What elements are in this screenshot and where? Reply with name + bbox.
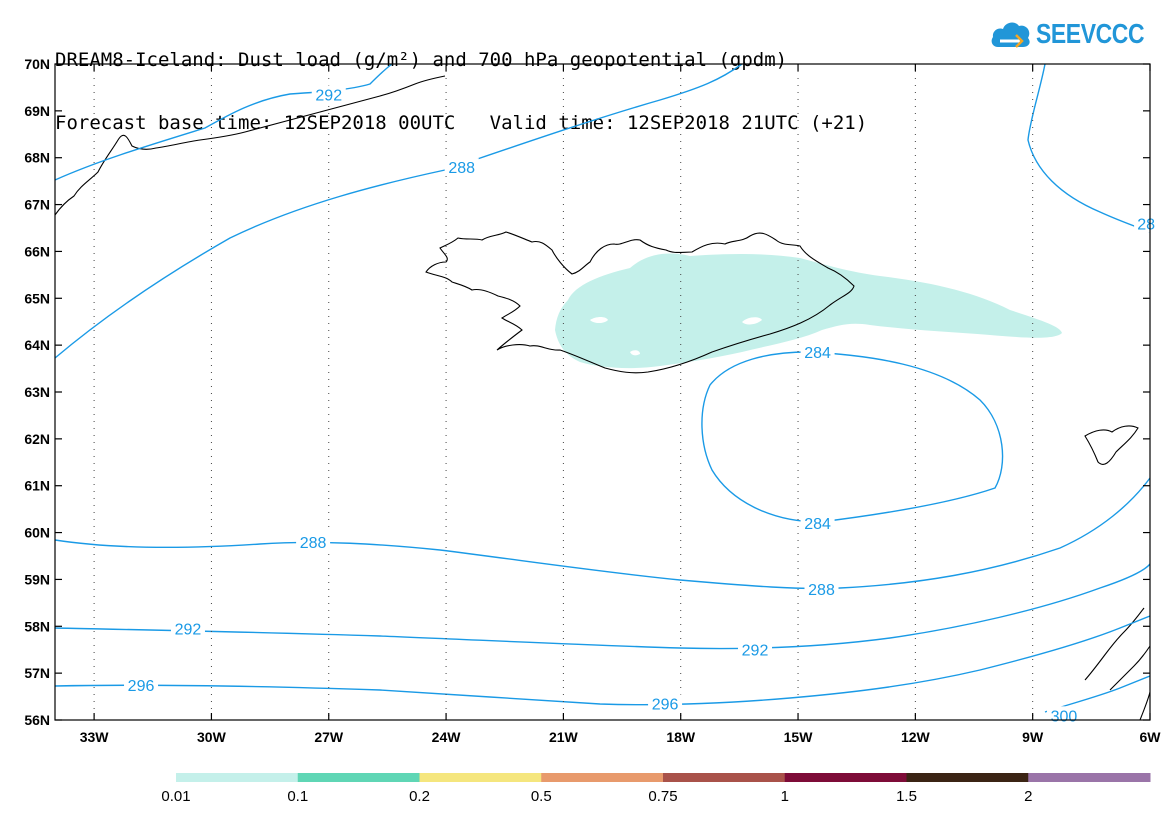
contour-label-bg [170, 619, 205, 638]
contour-label: 284 [804, 345, 831, 362]
contour-label: 288 [448, 160, 475, 177]
contour-label-bg [1134, 214, 1159, 233]
dust-gap-3 [630, 350, 640, 356]
contour-label-bg [804, 579, 839, 598]
lat-label: 70N [24, 56, 50, 72]
dust-gap-1 [590, 317, 608, 323]
contour-label: 300 [1051, 708, 1078, 725]
contour-label-bg [648, 694, 683, 713]
logo-text: SEEVCCC [1036, 18, 1145, 49]
lat-label: 58N [24, 618, 50, 634]
lat-label: 67N [24, 197, 50, 213]
lon-label: 24W [432, 729, 462, 745]
lat-label: 65N [24, 290, 50, 306]
latitude-axis: 70N 69N 68N 67N 66N 65N 64N 63N 62N 61N 60N 59N 58N 5… [24, 56, 1150, 728]
coastlines [54, 75, 1151, 721]
scotland-coastline [1084, 607, 1151, 721]
lat-label: 64N [24, 337, 50, 353]
faroe-coastline [1084, 425, 1139, 465]
lon-label: 6W [1140, 729, 1162, 745]
lon-label: 9W [1022, 729, 1044, 745]
contour-label-bg [311, 85, 346, 104]
lon-label: 30W [197, 729, 227, 745]
contour-label-bg [800, 514, 835, 533]
contour-label: 296 [652, 697, 679, 714]
dust-gap-2 [742, 317, 762, 325]
contour-label: 292 [742, 643, 769, 660]
lon-label: 27W [314, 729, 344, 745]
map-title: DREAM8-Iceland: Dust load (g/m²) and 700… [55, 8, 867, 155]
contour-292-south [54, 563, 1151, 650]
colorbar-swatch [906, 773, 1029, 782]
lat-label: 66N [24, 243, 50, 259]
contour-284-closed [701, 351, 1004, 523]
contour-label: 292 [175, 622, 202, 639]
longitude-axis: 33W 30W 27W 24W 21W 18W 15W 12W 9W 6W [80, 64, 1162, 745]
geopotential-contours [54, 63, 1151, 713]
colorbar-swatch [176, 773, 299, 782]
contour-288-north [54, 63, 743, 359]
title-line-1: DREAM8-Iceland: Dust load (g/m²) and 700… [55, 49, 788, 71]
contour-label: 288 [808, 582, 835, 599]
lat-label: 69N [24, 103, 50, 119]
colorbar-swatch [419, 773, 542, 782]
contour-label: 296 [128, 678, 155, 695]
colorbar-label: 2 [1024, 788, 1032, 805]
dust-load-fill [555, 253, 1062, 369]
contour-label-bg [124, 675, 159, 694]
contour-296-south [54, 615, 1151, 706]
colorbar-label: 1 [781, 788, 789, 805]
lat-label: 68N [24, 150, 50, 166]
contour-label-bg [738, 640, 773, 659]
contour-288-south [54, 477, 1151, 590]
seevccc-logo: SEEVCCC [990, 18, 1168, 50]
colorbar-swatch [297, 773, 420, 782]
colorbar-swatch [1028, 773, 1151, 782]
lat-label: 59N [24, 571, 50, 587]
contour-label: 284 [804, 516, 831, 533]
dust-plume [555, 253, 1062, 369]
lat-label: 57N [24, 665, 50, 681]
colorbar: 0.01 0.1 0.2 0.5 0.75 1 1.5 2 [161, 773, 1151, 805]
contour-label-bg [444, 158, 479, 177]
lat-label: 63N [24, 384, 50, 400]
colorbar-label: 0.01 [161, 788, 190, 805]
contour-label: 28 [1137, 216, 1155, 233]
contour-label: 292 [315, 87, 342, 104]
map-frame [54, 63, 1151, 721]
colorbar-label: 0.1 [287, 788, 308, 805]
contour-292-north [54, 63, 393, 181]
contour-300-south [1044, 675, 1151, 713]
colorbar-label: 1.5 [896, 788, 917, 805]
cloud-icon [991, 22, 1030, 48]
title-line-2: Forecast base time: 12SEP2018 00UTC Vali… [55, 112, 868, 134]
lon-label: 12W [901, 729, 931, 745]
contour-288-east [1027, 63, 1151, 233]
greenland-coastline [54, 75, 446, 216]
grid-lines [93, 64, 1034, 720]
colorbar-swatch [663, 773, 786, 782]
lat-label: 61N [24, 478, 50, 494]
colorbar-label: 0.2 [409, 788, 430, 805]
lat-label: 60N [24, 525, 50, 541]
contour-labels: 292 288 28 284 284 288 288 292 292 296 296 300 [124, 85, 1159, 725]
colorbar-swatch [541, 773, 664, 782]
colorbar-label: 0.75 [648, 788, 677, 805]
contour-label: 288 [300, 535, 327, 552]
lon-label: 21W [549, 729, 579, 745]
lon-label: 15W [784, 729, 814, 745]
lon-label: 33W [80, 729, 110, 745]
colorbar-label: 0.5 [531, 788, 552, 805]
lon-label: 18W [666, 729, 696, 745]
lat-label: 56N [24, 712, 50, 728]
contour-label-bg [800, 343, 835, 362]
colorbar-swatch [784, 773, 907, 782]
lat-label: 62N [24, 431, 50, 447]
contour-label-bg [296, 532, 331, 551]
iceland-coastline [425, 231, 855, 374]
